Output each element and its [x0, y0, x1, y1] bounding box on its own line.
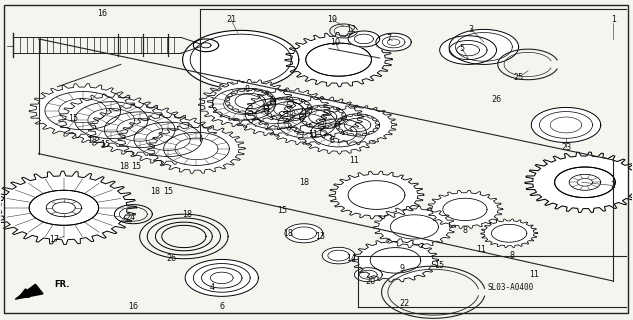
Text: 20: 20 — [365, 276, 375, 285]
Polygon shape — [246, 88, 330, 130]
Text: 3: 3 — [469, 25, 473, 34]
Polygon shape — [427, 190, 503, 228]
Polygon shape — [440, 36, 496, 64]
Polygon shape — [89, 104, 191, 156]
Text: 24: 24 — [125, 213, 135, 222]
Polygon shape — [104, 112, 175, 148]
Polygon shape — [45, 92, 121, 130]
Polygon shape — [311, 119, 367, 147]
Text: 8: 8 — [289, 111, 294, 120]
Polygon shape — [480, 219, 537, 248]
Polygon shape — [59, 94, 164, 147]
Text: 15: 15 — [277, 206, 287, 215]
Text: 11: 11 — [529, 270, 539, 279]
Text: 1: 1 — [611, 15, 616, 24]
Text: 26: 26 — [166, 254, 177, 263]
Polygon shape — [306, 43, 372, 76]
Polygon shape — [285, 224, 323, 243]
Polygon shape — [329, 171, 424, 219]
Text: 8: 8 — [244, 85, 249, 94]
Text: 15: 15 — [435, 261, 445, 270]
Polygon shape — [322, 247, 355, 264]
Polygon shape — [198, 81, 289, 127]
Text: 14: 14 — [346, 254, 356, 263]
Polygon shape — [15, 284, 43, 299]
Polygon shape — [134, 122, 202, 156]
Text: 4: 4 — [210, 283, 215, 292]
Text: 18: 18 — [299, 178, 309, 187]
Polygon shape — [282, 97, 363, 137]
Polygon shape — [185, 260, 258, 296]
Polygon shape — [337, 115, 379, 135]
Polygon shape — [353, 239, 439, 282]
Polygon shape — [245, 99, 306, 129]
Text: 15: 15 — [68, 114, 78, 123]
Text: 26: 26 — [491, 95, 501, 104]
Polygon shape — [297, 112, 380, 154]
Text: 11: 11 — [308, 130, 318, 139]
Text: 2: 2 — [611, 181, 616, 190]
Text: 21: 21 — [226, 15, 236, 24]
Polygon shape — [164, 132, 229, 165]
Polygon shape — [376, 33, 411, 51]
Text: 8: 8 — [330, 136, 335, 145]
Polygon shape — [226, 89, 274, 113]
Polygon shape — [555, 167, 615, 197]
Text: 11: 11 — [349, 156, 360, 164]
Polygon shape — [207, 79, 293, 123]
Text: 11: 11 — [261, 105, 271, 114]
Polygon shape — [193, 39, 218, 52]
Text: SL03-A0400: SL03-A0400 — [487, 283, 533, 292]
Text: 11: 11 — [476, 245, 486, 254]
Polygon shape — [148, 124, 245, 173]
Polygon shape — [29, 190, 99, 225]
Polygon shape — [75, 102, 148, 139]
Polygon shape — [525, 152, 633, 212]
Text: 15: 15 — [132, 162, 142, 171]
Polygon shape — [29, 84, 137, 138]
Polygon shape — [373, 206, 456, 248]
Polygon shape — [265, 98, 311, 120]
Text: 19: 19 — [327, 15, 337, 24]
Polygon shape — [264, 102, 350, 145]
Polygon shape — [231, 92, 320, 136]
Text: 7: 7 — [387, 35, 392, 44]
Text: 25: 25 — [513, 73, 523, 82]
Polygon shape — [0, 171, 137, 244]
Text: 22: 22 — [400, 299, 410, 308]
Text: 8: 8 — [510, 251, 515, 260]
Polygon shape — [182, 30, 299, 89]
Text: 18: 18 — [151, 188, 160, 196]
Text: 10: 10 — [330, 38, 341, 47]
Polygon shape — [354, 268, 382, 282]
Polygon shape — [318, 105, 397, 145]
Polygon shape — [531, 108, 601, 142]
Text: 18: 18 — [283, 229, 293, 238]
Text: 18: 18 — [182, 210, 192, 219]
Text: 15: 15 — [163, 188, 173, 196]
Polygon shape — [278, 109, 336, 138]
Text: 15: 15 — [100, 140, 110, 148]
Text: FR.: FR. — [54, 280, 70, 289]
Text: 5: 5 — [459, 44, 465, 53]
Text: 16: 16 — [97, 9, 107, 18]
Text: 6: 6 — [219, 302, 224, 311]
Text: 9: 9 — [399, 264, 404, 273]
Text: 12: 12 — [346, 25, 356, 34]
Text: 18: 18 — [87, 136, 97, 145]
Polygon shape — [301, 106, 345, 128]
Text: 8: 8 — [463, 226, 467, 235]
Text: 17: 17 — [49, 235, 60, 244]
Polygon shape — [348, 31, 380, 47]
Polygon shape — [285, 33, 392, 87]
Polygon shape — [449, 29, 518, 64]
Text: 13: 13 — [315, 232, 325, 241]
Polygon shape — [118, 114, 218, 164]
Text: 23: 23 — [561, 143, 571, 152]
Polygon shape — [212, 88, 275, 120]
Text: 16: 16 — [128, 302, 139, 311]
Text: 18: 18 — [119, 162, 129, 171]
